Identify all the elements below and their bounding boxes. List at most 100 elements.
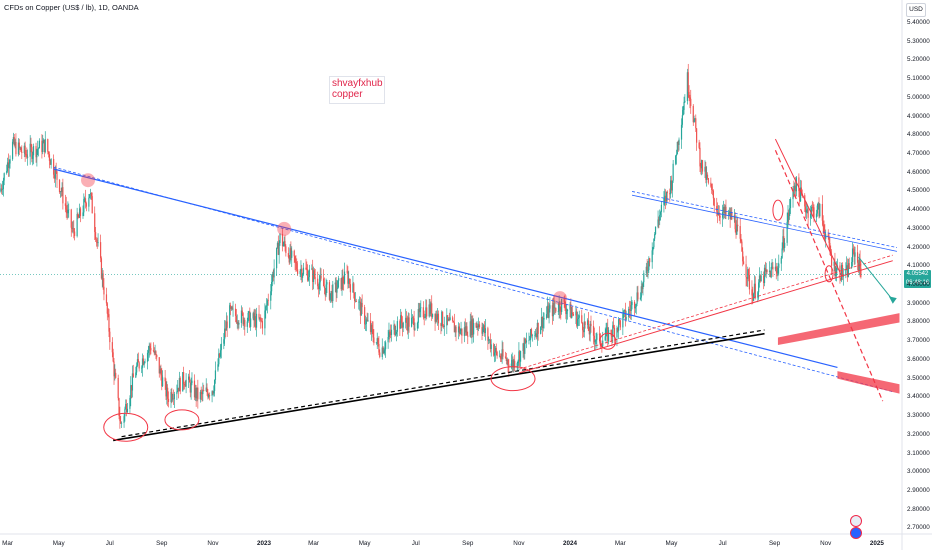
candle-body [96, 239, 98, 244]
candle-body [337, 280, 339, 289]
candle-body [484, 328, 486, 334]
candle-body [111, 342, 113, 353]
candle-body [146, 352, 149, 362]
touch-point-marker[interactable] [277, 221, 292, 236]
candle-body [383, 350, 385, 354]
red-rising-dashed[interactable] [518, 254, 893, 370]
projection-arrow[interactable] [858, 256, 894, 301]
candle-body [536, 322, 538, 338]
candle-body [13, 137, 15, 146]
candle-body [604, 336, 606, 341]
hand-drawn-circle[interactable] [103, 412, 149, 442]
red-steep-downtrend-solid[interactable] [774, 138, 843, 276]
candle-body [507, 359, 509, 365]
candle-body [542, 319, 544, 329]
candle-body [774, 266, 777, 270]
currency-button[interactable]: USD [906, 3, 926, 17]
candle-body [858, 258, 860, 272]
candle-body [26, 154, 28, 158]
hand-drawn-circle[interactable] [772, 199, 784, 221]
candle-body [159, 368, 161, 374]
hand-drawn-circle[interactable] [599, 332, 617, 350]
candle-body [79, 208, 81, 218]
candle-body [811, 206, 813, 208]
candle-body [143, 362, 145, 365]
projection-arrowhead[interactable] [888, 296, 897, 304]
hand-drawn-circle[interactable] [490, 366, 536, 392]
candle-body [125, 404, 127, 409]
candle-body [688, 91, 690, 98]
candle-body [841, 265, 844, 277]
candle-body [200, 391, 202, 393]
candle-body [246, 321, 248, 327]
candle-body [652, 247, 654, 251]
candle-body [308, 269, 310, 278]
candle-body [657, 219, 659, 227]
candle-body [361, 302, 363, 308]
black-support-line[interactable] [113, 332, 765, 442]
candle-body [364, 323, 367, 325]
candle-body [90, 193, 92, 197]
black-support-dashed[interactable] [121, 329, 765, 438]
event-flag-icon[interactable] [850, 515, 862, 527]
annotation-note[interactable]: shvayfxhub copper [329, 76, 385, 104]
candle-body [682, 109, 684, 116]
candle-body [312, 270, 315, 282]
candle-body [559, 302, 561, 311]
candle-body [30, 143, 32, 148]
candle-body [36, 149, 38, 158]
touch-point-marker[interactable] [81, 173, 96, 188]
candle-body [512, 359, 514, 368]
candle-body [666, 191, 668, 194]
candle-body [15, 141, 17, 155]
candle-body [500, 358, 502, 360]
candle-body [771, 266, 773, 268]
candle-body [89, 194, 91, 198]
candle-body [317, 278, 319, 287]
support-zone[interactable] [837, 371, 900, 394]
hand-drawn-circle[interactable] [824, 265, 834, 283]
candle-body [318, 282, 320, 290]
candle-body [322, 278, 325, 287]
candle-body [618, 319, 621, 321]
hand-drawn-circle[interactable] [164, 409, 200, 431]
touch-point-marker[interactable] [552, 291, 567, 306]
candle-body [422, 307, 424, 318]
chart-title: CFDs on Copper (US$ / lb), 1D, OANDA [4, 3, 139, 12]
price-tick-label: 4.50000 [907, 187, 930, 195]
candle-body [226, 321, 228, 328]
blue-upper-trendline-dashed[interactable] [631, 191, 898, 248]
candle-body [44, 139, 46, 153]
price-tick-label: 4.00000 [907, 281, 930, 289]
candle-body [393, 324, 395, 330]
candle-body [179, 378, 181, 392]
candle-body [258, 313, 260, 319]
candle-body [416, 322, 419, 329]
blue-upper-trendline[interactable] [631, 194, 898, 252]
country-flag-icon[interactable] [850, 527, 862, 539]
candle-body [428, 304, 430, 317]
candle-body [628, 308, 630, 318]
candle-body [64, 203, 66, 206]
candle-body [6, 170, 8, 174]
candle-body [634, 306, 637, 309]
candle-body [765, 269, 767, 272]
candle-body [733, 215, 735, 220]
candle-body [267, 300, 269, 301]
candle-body [48, 151, 50, 155]
candle-body [645, 266, 647, 274]
candle-body [470, 321, 472, 336]
candle-body [431, 303, 433, 317]
candle-body [241, 310, 243, 314]
red-steep-downtrend[interactable] [774, 150, 884, 402]
candle-body [131, 385, 133, 391]
candle-body [320, 275, 322, 279]
candle-body [759, 275, 761, 282]
candle-body [747, 269, 749, 279]
candle-body [467, 335, 469, 337]
resistance-zone[interactable] [777, 313, 900, 345]
candle-body [109, 331, 111, 343]
candle-body [683, 101, 685, 110]
candle-body [117, 377, 119, 399]
